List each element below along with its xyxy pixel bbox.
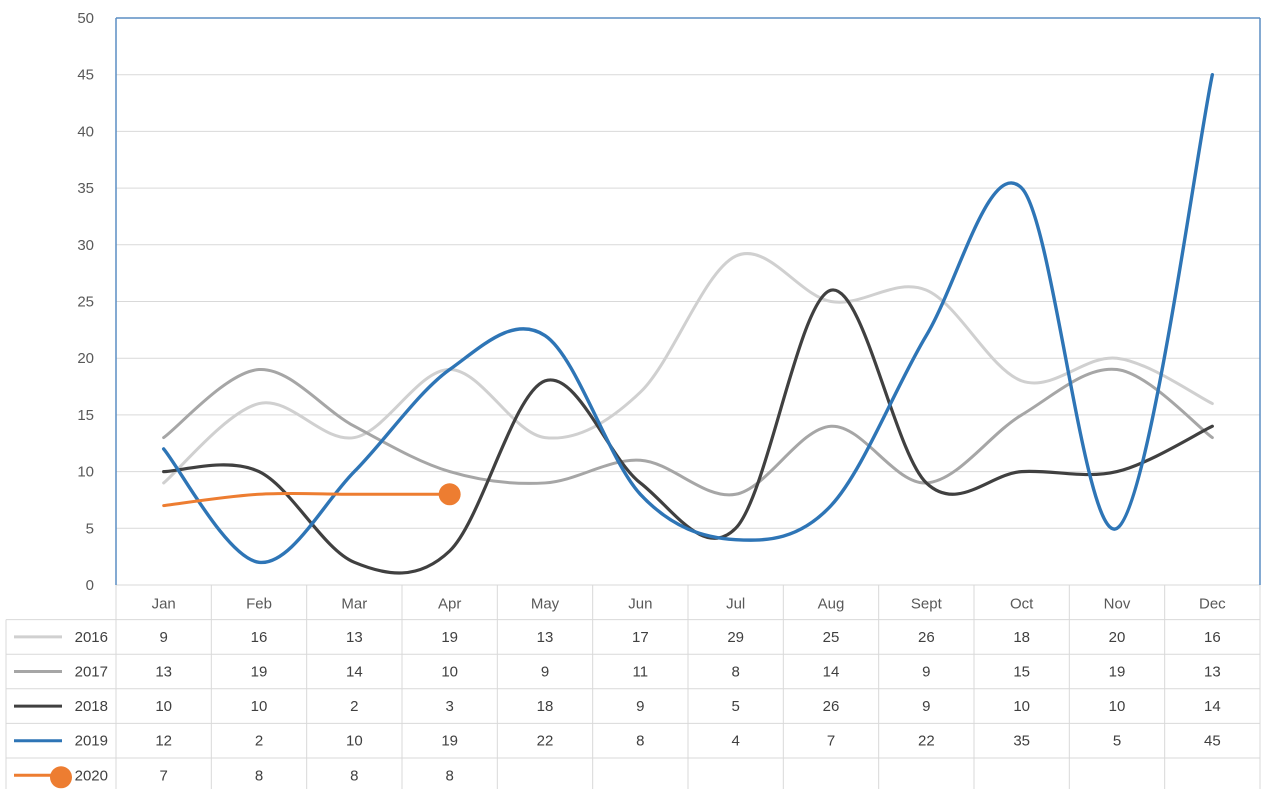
table-cell: 10 <box>346 733 363 750</box>
legend-label-2016: 2016 <box>75 629 108 646</box>
table-cell: 19 <box>441 733 458 750</box>
table-cell: 9 <box>636 698 644 715</box>
table-cell: 35 <box>1013 733 1030 750</box>
legend-label-2020: 2020 <box>75 767 108 784</box>
table-cell: 14 <box>823 664 840 681</box>
x-tick-label: Sept <box>911 595 943 612</box>
table-cell: 3 <box>445 698 453 715</box>
table-cell: 12 <box>155 733 172 750</box>
table-cell: 7 <box>159 767 167 784</box>
y-tick-label: 30 <box>77 237 94 254</box>
x-tick-label: Nov <box>1104 595 1131 612</box>
table-cell: 29 <box>727 629 744 646</box>
y-axis: 0 5 10 15 20 25 30 35 40 45 50 <box>77 10 94 594</box>
table-cell: 8 <box>350 767 358 784</box>
table-cell: 8 <box>731 664 739 681</box>
table-cell: 19 <box>1109 664 1126 681</box>
table-cell: 9 <box>541 664 549 681</box>
table-cell: 20 <box>1109 629 1126 646</box>
y-tick-label: 10 <box>77 464 94 481</box>
y-tick-label: 5 <box>86 520 94 537</box>
y-tick-label: 20 <box>77 350 94 367</box>
table-cell: 26 <box>823 698 840 715</box>
series-line-2019 <box>161 73 1215 565</box>
series-line-2016 <box>162 252 1214 485</box>
x-tick-label: Feb <box>246 595 272 612</box>
table-cell: 16 <box>251 629 268 646</box>
table-cell: 19 <box>251 664 268 681</box>
table-cell: 17 <box>632 629 649 646</box>
series-lines <box>161 73 1215 575</box>
table-cell: 18 <box>1013 629 1030 646</box>
x-tick-label: Jun <box>628 595 652 612</box>
table-cell: 13 <box>155 664 172 681</box>
table-cell: 2 <box>350 698 358 715</box>
table-cell: 10 <box>1109 698 1126 715</box>
y-tick-label: 50 <box>77 10 94 27</box>
y-tick-label: 45 <box>77 67 94 84</box>
table-cell: 14 <box>1204 698 1221 715</box>
y-tick-label: 25 <box>77 294 94 311</box>
table-cell: 13 <box>346 629 363 646</box>
table-cell: 18 <box>537 698 554 715</box>
series-marker-2020 <box>438 483 461 506</box>
series-line-2020 <box>162 491 452 508</box>
table-cell: 5 <box>1113 733 1121 750</box>
x-tick-label: Dec <box>1199 595 1226 612</box>
y-tick-label: 35 <box>77 180 94 197</box>
table-cell: 25 <box>823 629 840 646</box>
table-cell: 9 <box>159 629 167 646</box>
legend-label-2018: 2018 <box>75 698 108 715</box>
y-tick-label: 15 <box>77 407 94 424</box>
table-cell: 45 <box>1204 733 1221 750</box>
legend-label-2017: 2017 <box>75 664 108 681</box>
gridlines <box>115 17 1261 586</box>
table-cell: 26 <box>918 629 935 646</box>
table-cell: 10 <box>155 698 172 715</box>
table-cell: 16 <box>1204 629 1221 646</box>
table-cell: 10 <box>441 664 458 681</box>
table-cell: 7 <box>827 733 835 750</box>
table-cell: 14 <box>346 664 363 681</box>
table-cell: 2 <box>255 733 263 750</box>
x-tick-label: May <box>531 595 560 612</box>
table-cell: 13 <box>1204 664 1221 681</box>
table-cell: 8 <box>636 733 644 750</box>
x-tick-label: Jan <box>152 595 176 612</box>
table-cell: 22 <box>918 733 935 750</box>
table-cell: 9 <box>922 698 930 715</box>
table-cell: 8 <box>445 767 453 784</box>
table-cell: 10 <box>1013 698 1030 715</box>
x-tick-label: Aug <box>818 595 845 612</box>
legend-label-2019: 2019 <box>75 733 108 750</box>
table-cell: 13 <box>537 629 554 646</box>
series-line-2017 <box>162 367 1214 497</box>
table-cell: 11 <box>633 664 649 681</box>
table-cell: 8 <box>255 767 263 784</box>
x-tick-label: Oct <box>1010 595 1034 612</box>
table-cell: 22 <box>537 733 554 750</box>
data-table: Jan Feb Mar Apr May Jun Jul Aug Sept Oct Nov Dec201… <box>5 585 1261 789</box>
table-cell: 19 <box>441 629 458 646</box>
table-cell: 15 <box>1013 664 1030 681</box>
y-tick-label: 0 <box>86 577 94 594</box>
table-cell: 4 <box>731 733 739 750</box>
y-tick-label: 40 <box>77 123 94 140</box>
x-tick-label: Jul <box>726 595 745 612</box>
table-cell: 9 <box>922 664 930 681</box>
legend-marker-2020 <box>50 766 72 789</box>
x-tick-label: Mar <box>341 595 367 612</box>
table-cell: 5 <box>731 698 739 715</box>
x-tick-label: Apr <box>438 595 461 612</box>
table-cell: 10 <box>251 698 268 715</box>
